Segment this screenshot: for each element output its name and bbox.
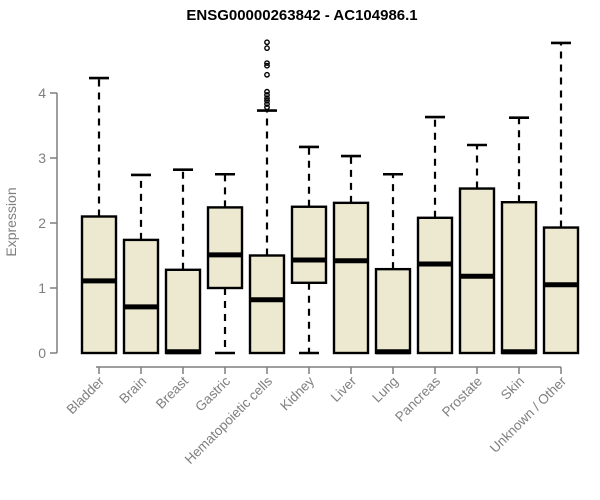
outlier-point — [264, 92, 270, 98]
y-tick-label: 3 — [38, 150, 46, 166]
boxplot-box-group — [500, 116, 538, 355]
boxplot-box-group — [542, 41, 580, 355]
iqr-box — [458, 187, 496, 355]
outlier-point — [264, 95, 270, 102]
iqr-box — [332, 201, 370, 355]
outlier-point — [264, 104, 270, 111]
boxplot-box-group — [332, 154, 370, 355]
iqr-box — [206, 206, 244, 290]
boxplot-box-group — [206, 172, 244, 355]
iqr-box — [542, 226, 580, 355]
x-tick-label: Skin — [498, 374, 527, 403]
iqr-box — [500, 200, 538, 355]
y-tick-label: 0 — [38, 345, 46, 361]
iqr-box — [290, 205, 328, 285]
x-tick-label: Liver — [328, 373, 360, 405]
outlier-point — [264, 45, 270, 52]
outlier-point — [264, 62, 270, 69]
outlier-point — [264, 39, 270, 46]
boxplot-box-group — [164, 168, 202, 355]
y-tick-label: 1 — [38, 280, 46, 296]
boxplot-box-group — [374, 172, 412, 355]
boxplot-box-group — [458, 143, 496, 355]
x-tick-label: Kidney — [277, 373, 317, 413]
x-tick-label: Breast — [153, 373, 191, 411]
boxplot-box-group — [248, 39, 286, 355]
boxplot-box-group — [290, 145, 328, 355]
iqr-box — [374, 267, 412, 355]
iqr-box — [80, 215, 118, 355]
boxplot-box-group — [416, 115, 454, 355]
x-tick-label: Brain — [116, 374, 149, 407]
iqr-box — [248, 254, 286, 355]
y-tick-label: 2 — [38, 215, 46, 231]
x-tick-label: Unknown / Other — [487, 373, 570, 456]
y-tick-label: 4 — [38, 85, 46, 101]
iqr-box — [122, 238, 160, 355]
x-tick-label: Lung — [369, 374, 401, 406]
outlier-point — [264, 60, 270, 66]
boxplot-box-group — [80, 76, 118, 355]
x-tick-label: Prostate — [439, 374, 485, 420]
x-tick-label: Gastric — [192, 373, 233, 414]
y-axis: 0 1 2 3 4 — [38, 85, 58, 361]
outlier-point — [264, 88, 270, 95]
boxplot-box-group — [122, 173, 160, 355]
chart-title: ENSG00000263842 - AC104986.1 — [186, 7, 417, 24]
x-tick-label: Pancreas — [392, 373, 443, 424]
y-axis-label: Expression — [3, 187, 19, 256]
boxplot-series — [80, 39, 580, 355]
iqr-box — [164, 268, 202, 355]
outlier-point — [264, 101, 270, 107]
x-tick-label: Bladder — [64, 373, 108, 417]
outlier-point — [264, 71, 270, 78]
iqr-box — [416, 216, 454, 355]
outlier-point — [264, 97, 270, 104]
